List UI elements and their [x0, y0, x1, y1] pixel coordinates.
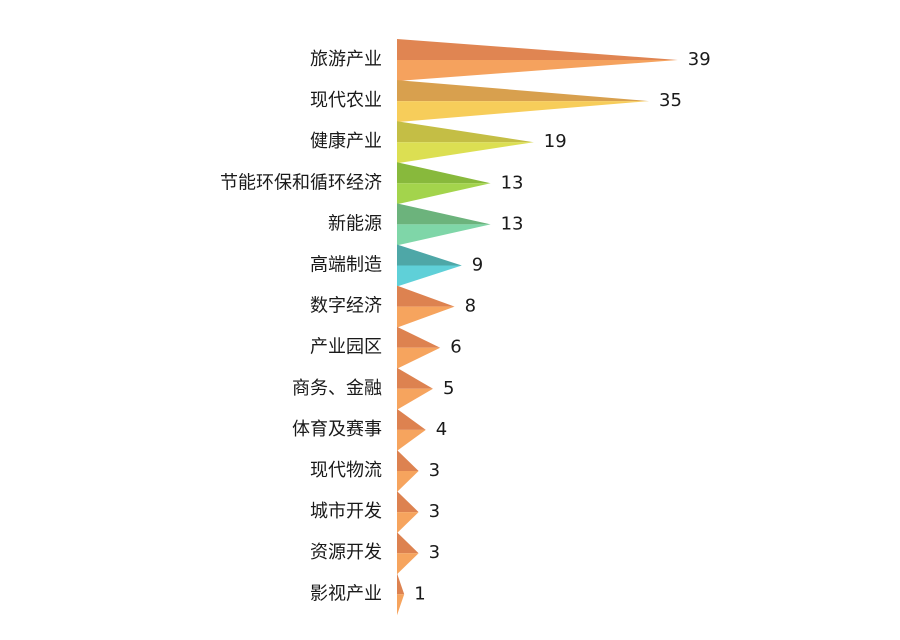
chart-marks [397, 39, 678, 616]
triangle-bar-lower [397, 101, 649, 123]
value-label: 19 [544, 131, 567, 152]
category-label: 影视产业 [310, 583, 382, 604]
category-label: 城市开发 [310, 501, 382, 522]
value-label: 3 [429, 460, 440, 481]
triangle-bar-lower [397, 388, 433, 410]
triangle-bar-upper [397, 532, 419, 554]
triangle-bar-upper [397, 491, 419, 513]
triangle-bar-upper [397, 203, 491, 225]
category-label: 体育及赛事 [292, 419, 382, 440]
value-label: 1 [414, 583, 425, 604]
triangle-bar-lower [397, 265, 462, 287]
value-label: 5 [443, 378, 454, 399]
category-label: 现代物流 [310, 460, 382, 481]
triangle-bar-lower [397, 429, 426, 451]
value-label: 13 [501, 213, 524, 234]
category-label: 节能环保和循环经济 [220, 172, 382, 193]
triangle-bar-lower [397, 512, 419, 534]
triangle-bar-upper [397, 573, 405, 595]
category-label: 高端制造 [310, 255, 382, 276]
category-label: 新能源 [328, 213, 382, 234]
category-label: 资源开发 [310, 542, 382, 563]
triangle-bar-upper [397, 408, 426, 430]
triangle-bar-lower [397, 471, 419, 492]
triangle-bar-upper [397, 285, 455, 307]
category-labels: 旅游产业现代农业健康产业节能环保和循环经济新能源高端制造数字经济产业园区商务、金… [220, 49, 382, 604]
triangle-bar-upper [397, 326, 441, 348]
triangle-bar-lower [397, 224, 491, 246]
value-label: 6 [450, 337, 461, 358]
value-label: 13 [501, 172, 524, 193]
triangle-bar-lower [397, 142, 534, 164]
category-label: 数字经济 [310, 296, 382, 317]
category-label: 健康产业 [310, 131, 382, 152]
category-label: 现代农业 [310, 90, 382, 111]
triangle-bar-lower [397, 183, 491, 205]
triangle-bar-upper [397, 80, 649, 102]
triangle-bar-upper [397, 39, 678, 60]
triangle-bar-upper [397, 244, 462, 266]
triangle-bar-upper [397, 121, 534, 143]
value-label: 35 [659, 90, 682, 111]
value-label: 8 [465, 296, 476, 317]
value-label: 3 [429, 542, 440, 563]
triangle-bar-lower [397, 347, 441, 369]
value-label: 39 [688, 49, 711, 70]
category-label: 商务、金融 [292, 378, 382, 399]
triangle-bar-lower [397, 60, 678, 81]
value-label: 3 [429, 501, 440, 522]
triangle-bar-lower [397, 594, 405, 616]
category-label: 旅游产业 [310, 49, 382, 70]
triangle-bar-lower [397, 553, 419, 575]
value-label: 4 [436, 419, 447, 440]
triangle-bar-upper [397, 450, 419, 471]
category-label: 产业园区 [310, 337, 382, 358]
triangle-bar-upper [397, 367, 433, 389]
triangle-bar-lower [397, 306, 455, 328]
value-label: 9 [472, 255, 483, 276]
triangle-bar-upper [397, 162, 491, 184]
